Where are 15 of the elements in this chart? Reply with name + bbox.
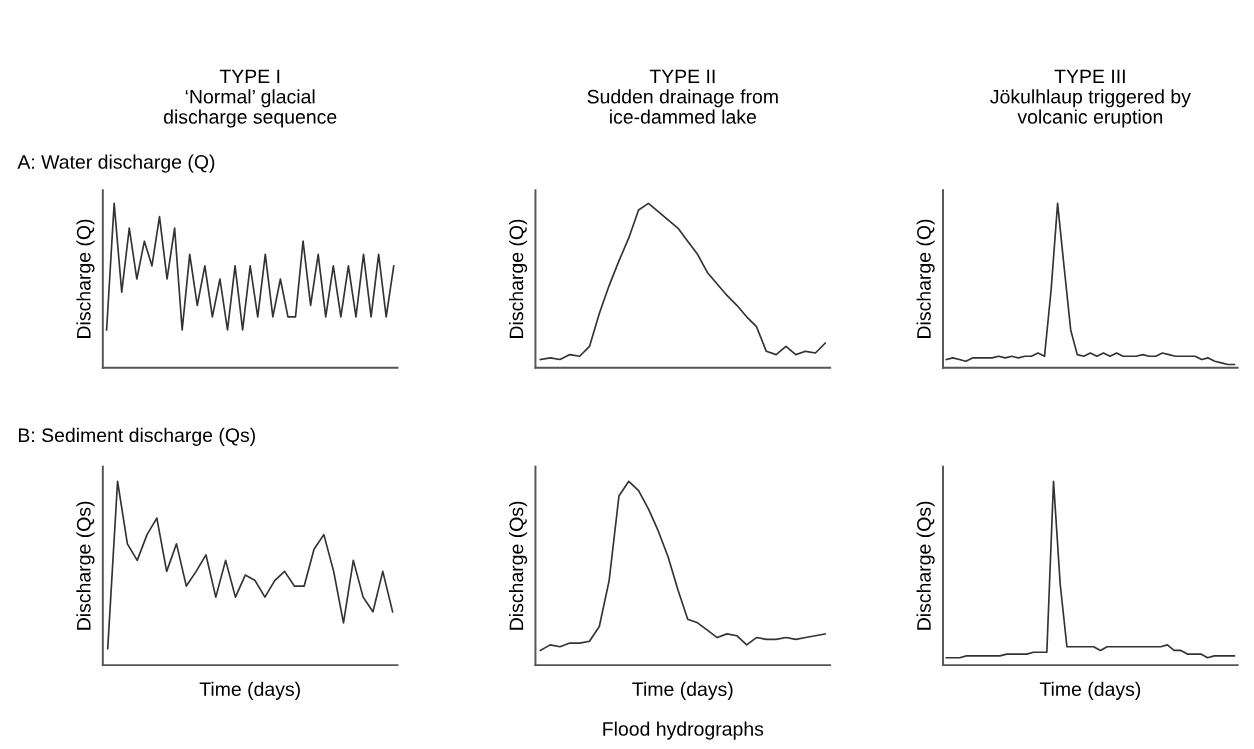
y-axis-title: Discharge (Qs) bbox=[76, 501, 95, 630]
chart-title: TYPE I ‘Normal’ glacial discharge sequence bbox=[163, 69, 337, 128]
text: Flood hydrographs bbox=[603, 721, 764, 740]
y-axis-title: Discharge (Qs) bbox=[916, 501, 935, 630]
chart-title: TYPE III Jökulhlaup triggered by volcanic eruption bbox=[990, 69, 1191, 128]
chart-title: TYPE II Sudden drainage from ice-dammed lake bbox=[587, 69, 778, 124]
text: B: Sediment discharge (Qs) bbox=[18, 427, 255, 446]
y-axis-title: Discharge (Q) bbox=[509, 219, 528, 338]
y-axis-title: Discharge (Q) bbox=[76, 219, 95, 338]
text: A: Water discharge (Q) bbox=[17, 154, 215, 173]
x-axis-title: Time (days) bbox=[1039, 681, 1141, 700]
y-axis-title: Discharge (Q) bbox=[916, 219, 935, 338]
y-axis-title: Discharge (Qs) bbox=[509, 501, 528, 630]
x-axis-title: Time (days) bbox=[199, 681, 300, 700]
x-axis-title: Time (days) bbox=[632, 681, 733, 700]
